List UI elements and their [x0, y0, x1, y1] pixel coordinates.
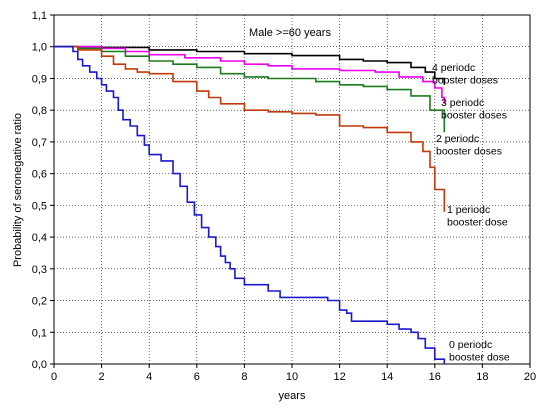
x-tick-label: 20 [524, 371, 536, 383]
y-tick-label: 0,7 [32, 137, 47, 149]
x-tick-label: 18 [476, 371, 488, 383]
y-tick-label: 0,1 [32, 327, 47, 339]
x-tick-label: 16 [429, 371, 441, 383]
series-line-2 [54, 45, 446, 133]
y-tick-label: 0,6 [32, 169, 47, 181]
series-label-line: booster doses [436, 146, 502, 158]
x-tick-label: 12 [333, 371, 345, 383]
y-tick-label: 0,2 [32, 296, 47, 308]
series-label-line: 1 periodc [447, 204, 490, 216]
series-label-line: booster dose [449, 352, 510, 364]
x-tick-label: 0 [51, 371, 57, 383]
series-label-line: 0 periodc [449, 339, 492, 351]
y-tick-label: 0,0 [32, 359, 47, 371]
x-tick-label: 6 [194, 371, 200, 383]
x-tick-label: 4 [146, 371, 152, 383]
series-line-0 [54, 45, 446, 85]
series-label-4: 0 periodc booster dose [449, 339, 510, 364]
series-label-line: 3 periodc [441, 97, 484, 109]
y-tick-label: 0,3 [32, 264, 47, 276]
chart-title: Male >=60 years [249, 27, 331, 39]
series-label-0: 4 periodc booster doses [432, 62, 498, 87]
y-tick-label: 0,5 [32, 200, 47, 212]
series-layer [54, 45, 446, 364]
y-tick-label: 0,8 [32, 105, 47, 117]
x-tick-label: 10 [286, 371, 298, 383]
x-tick-label: 2 [99, 371, 105, 383]
series-label-line: booster doses [441, 110, 507, 122]
y-tick-label: 0,9 [32, 73, 47, 85]
series-label-3: 1 periodc booster dose [447, 204, 508, 229]
y-tick-label: 1,0 [32, 42, 47, 54]
series-label-line: 4 periodc [432, 62, 475, 74]
y-tick-label: 0,4 [32, 232, 47, 244]
y-tick-label: 1,1 [32, 10, 47, 22]
x-tick-label: 8 [241, 371, 247, 383]
series-label-line: 2 periodc [436, 133, 479, 145]
series-line-1 [54, 45, 446, 104]
x-tick-label: 14 [381, 371, 393, 383]
x-axis-label: years [279, 390, 306, 402]
series-label-line: booster dose [447, 217, 508, 229]
series-line-3 [54, 45, 446, 212]
series-line-4 [54, 45, 446, 364]
tick-layer: 0 2 4 6 8 10 12 14 16 18 20 0,0 0,1 0,2 0,3 0,4 0,5 0,6 0,… [32, 10, 536, 383]
series-label-2: 2 periodc booster doses [436, 133, 502, 158]
series-label-1: 3 periodc booster doses [441, 97, 507, 122]
series-label-line: booster doses [432, 75, 498, 87]
y-axis-label: Probability of seronegative ratio [12, 113, 24, 267]
